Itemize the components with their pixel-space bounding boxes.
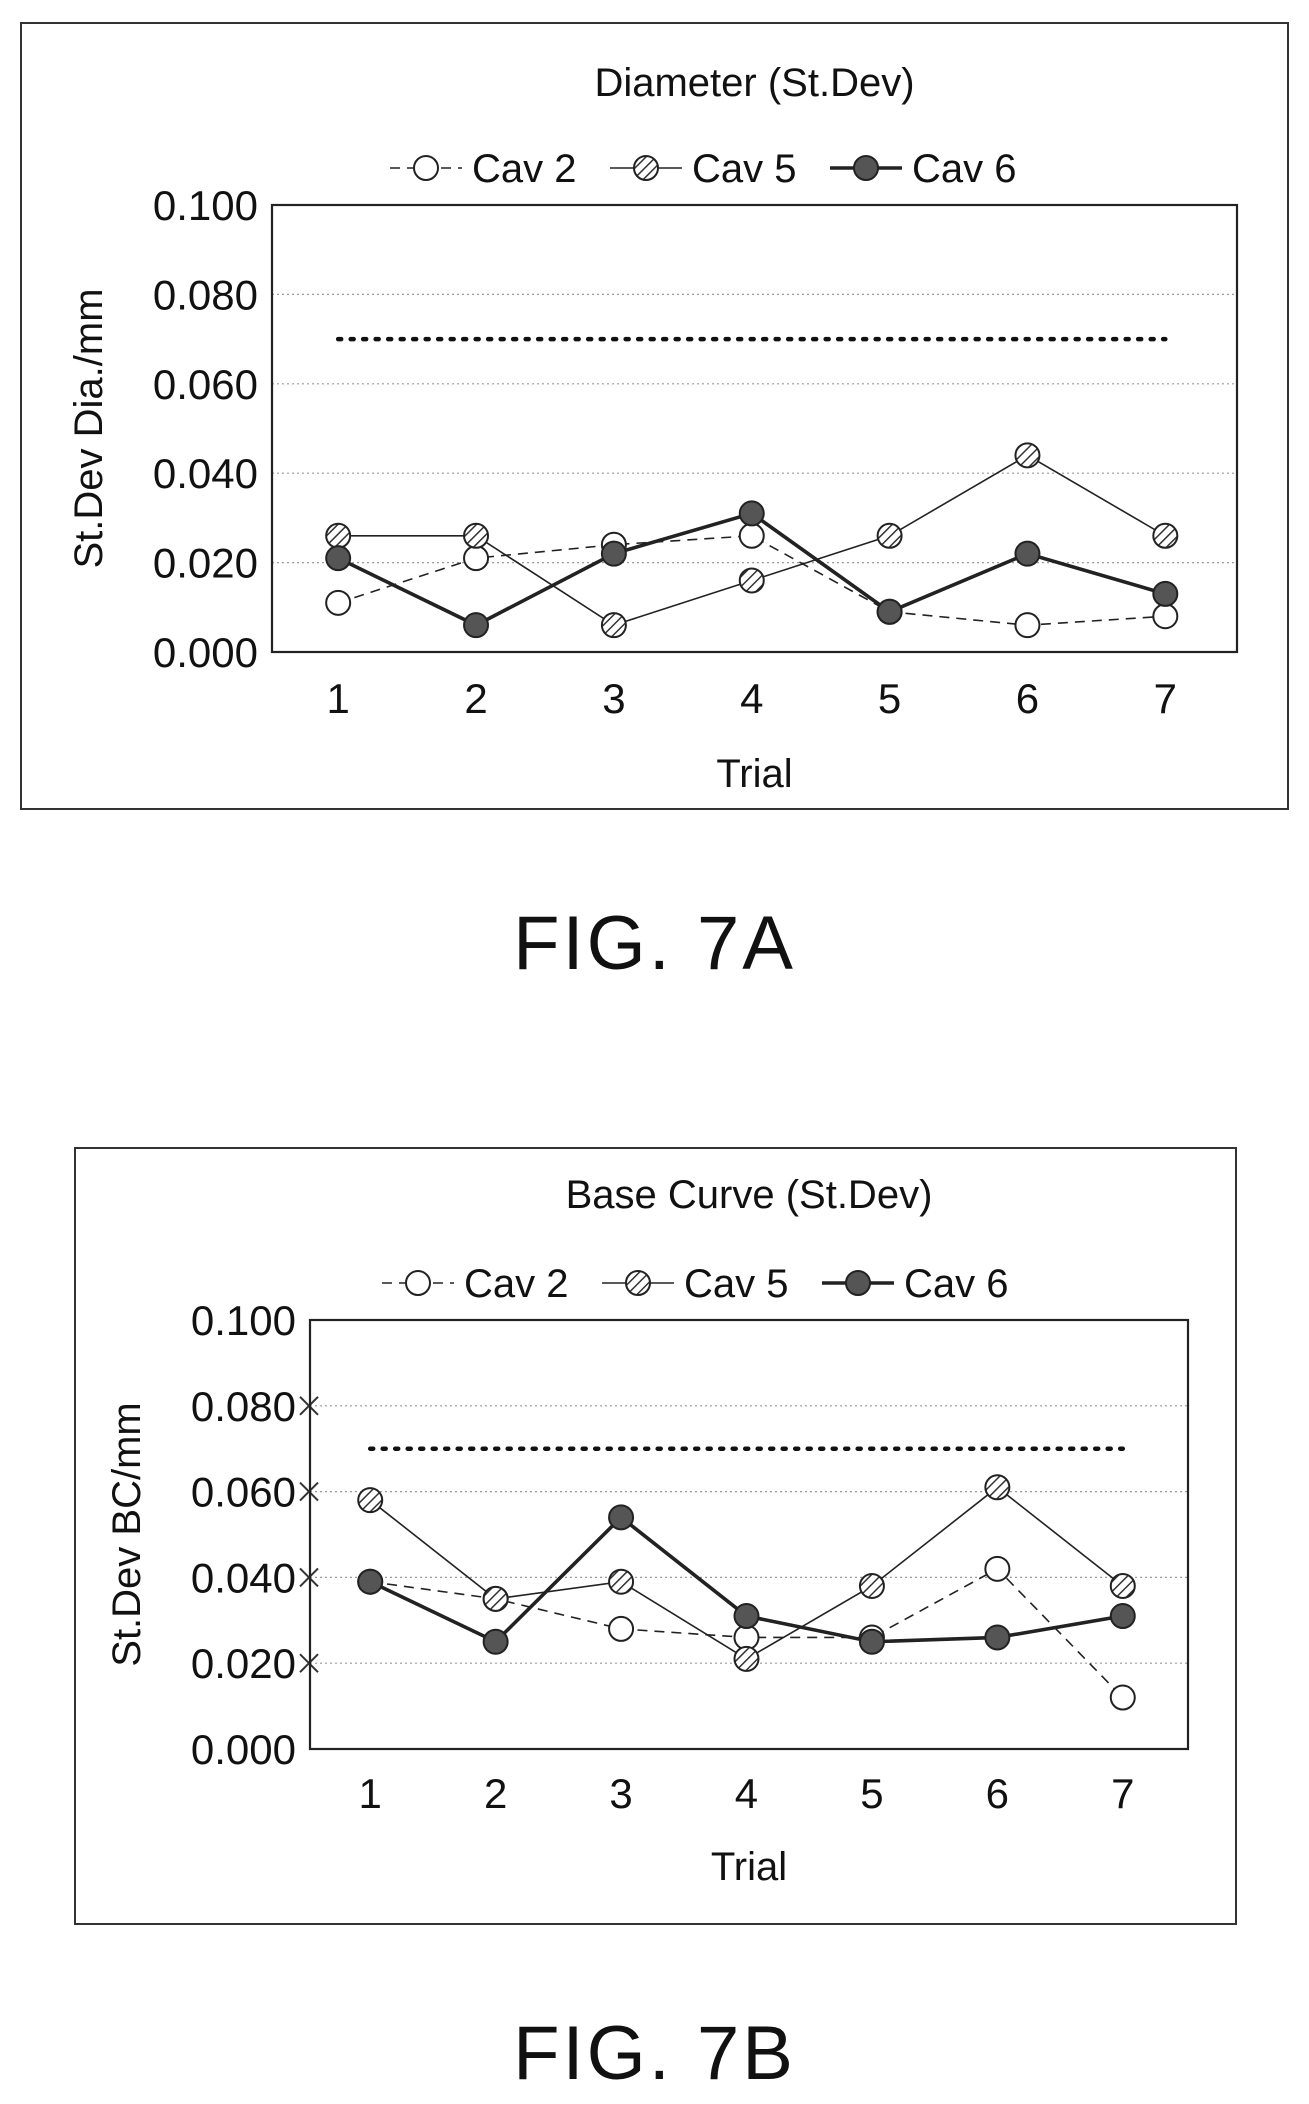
- chart-b-series-3-point: [733, 1603, 760, 1630]
- chart-a-xtick-label: 3: [602, 675, 625, 722]
- chart-b-series-2-point: [984, 1474, 1011, 1501]
- chart-a-series-3-point: [325, 545, 352, 572]
- chart-a-xtick-label: 1: [326, 675, 349, 722]
- chart-b-xtick-label: 3: [609, 1770, 632, 1817]
- chart-b-series-1-point: [608, 1615, 635, 1642]
- chart-b-series-2-point: [357, 1487, 384, 1514]
- chart-a-ytick-label: 0.040: [153, 450, 258, 497]
- chart-a-frame: [20, 22, 1289, 810]
- chart-a-series-3-point: [600, 540, 627, 567]
- chart-a-ytick-label: 0.100: [153, 182, 258, 229]
- chart-a-series-3-point: [1152, 580, 1179, 607]
- chart-b-series-2-point: [733, 1645, 760, 1672]
- chart-a-legend-marker-1: [413, 155, 439, 181]
- chart-a-xtick-label: 6: [1016, 675, 1039, 722]
- chart-b-legend-marker-3: [845, 1270, 871, 1296]
- chart-a-series-2-point: [325, 522, 352, 549]
- chart-a-ylabel: St.Dev Dia./mm: [67, 288, 111, 568]
- chart-a-series-3-point: [876, 598, 903, 625]
- chart-a-series-2-point: [738, 567, 765, 594]
- figure-caption-a: FIG. 7A: [513, 901, 796, 986]
- chart-a-series-1-point: [463, 545, 490, 572]
- chart-a-series-3-point: [1014, 540, 1041, 567]
- chart-b-series-2-point: [482, 1585, 509, 1612]
- chart-b-legend-label-2: Cav 5: [684, 1262, 789, 1306]
- chart-b-ylabel: St.Dev BC/mm: [105, 1402, 149, 1666]
- chart-b-xlabel: Trial: [711, 1845, 787, 1889]
- chart-a-ytick-label: 0.020: [153, 540, 258, 587]
- chart-b-legend-marker-2: [625, 1270, 651, 1296]
- chart-b-series-3-point: [482, 1628, 509, 1655]
- chart-b-series-2-point: [858, 1572, 885, 1599]
- chart-b-frame: [74, 1147, 1237, 1925]
- chart-a-series-2-point: [876, 522, 903, 549]
- chart-a-legend-label-2: Cav 5: [692, 147, 797, 191]
- chart-a-xlabel: Trial: [716, 752, 792, 796]
- chart-b-ytick-label: 0.080: [191, 1383, 296, 1430]
- chart-b-xtick-label: 6: [986, 1770, 1009, 1817]
- chart-b-ytick-label: 0.060: [191, 1469, 296, 1516]
- chart-b-ytick-label: 0.040: [191, 1554, 296, 1601]
- chart-b-series-2-point: [608, 1568, 635, 1595]
- chart-b-plot-area: [308, 1318, 1190, 1751]
- chart-a-series-1-point: [738, 522, 765, 549]
- chart-b-series-1-point: [1109, 1684, 1136, 1711]
- chart-a-series-2-point: [463, 522, 490, 549]
- chart-a-legend-label-3: Cav 6: [912, 147, 1017, 191]
- chart-b-ytick-label: 0.020: [191, 1640, 296, 1687]
- chart-b-xtick-label: 5: [860, 1770, 883, 1817]
- chart-b-series-3-point: [1109, 1603, 1136, 1630]
- chart-b-xtick-label: 4: [735, 1770, 758, 1817]
- chart-a-plot-area: [270, 203, 1239, 654]
- chart-a-series-1-point: [1152, 603, 1179, 630]
- chart-a-xtick-label: 7: [1154, 675, 1177, 722]
- chart-a-ytick-label: 0.000: [153, 629, 258, 676]
- chart-a-legend-label-1: Cav 2: [472, 147, 577, 191]
- chart-a-series-2-point: [1014, 442, 1041, 469]
- chart-b-ytick-label: 0.000: [191, 1726, 296, 1773]
- chart-b-legend-marker-1: [405, 1270, 431, 1296]
- chart-a-series-1-point: [1014, 612, 1041, 639]
- chart-b-series-1-point: [984, 1555, 1011, 1582]
- chart-b-series-3-point: [984, 1624, 1011, 1651]
- chart-b-xtick-label: 2: [484, 1770, 507, 1817]
- chart-b-series-1-point: [733, 1624, 760, 1651]
- chart-a-ytick-label: 0.060: [153, 361, 258, 408]
- chart-a-series-3-point: [738, 500, 765, 527]
- chart-a-series-2-point: [1152, 522, 1179, 549]
- figure-caption-b: FIG. 7B: [513, 2011, 796, 2096]
- chart-a-series-1-point: [325, 589, 352, 616]
- chart-b-series-3-point: [608, 1504, 635, 1531]
- chart-a-title: Diameter (St.Dev): [594, 61, 914, 105]
- chart-b-series-3-point: [858, 1628, 885, 1655]
- chart-a-series-3-point: [463, 612, 490, 639]
- chart-a-series-2-point: [600, 612, 627, 639]
- chart-a-legend-marker-2: [633, 155, 659, 181]
- chart-a-xtick-label: 5: [878, 675, 901, 722]
- chart-a-xtick-label: 2: [464, 675, 487, 722]
- chart-b-title: Base Curve (St.Dev): [566, 1173, 933, 1217]
- chart-a-ytick-label: 0.080: [153, 271, 258, 318]
- chart-b-series-2-point: [1109, 1572, 1136, 1599]
- chart-b-legend-label-3: Cav 6: [904, 1262, 1009, 1306]
- chart-b-ytick-label: 0.100: [191, 1297, 296, 1344]
- chart-a-xtick-label: 4: [740, 675, 763, 722]
- chart-a-legend-marker-3: [853, 155, 879, 181]
- chart-b-series-3-point: [357, 1568, 384, 1595]
- chart-b-legend-label-1: Cav 2: [464, 1262, 569, 1306]
- chart-b-xtick-label: 1: [359, 1770, 382, 1817]
- chart-b-xtick-label: 7: [1111, 1770, 1134, 1817]
